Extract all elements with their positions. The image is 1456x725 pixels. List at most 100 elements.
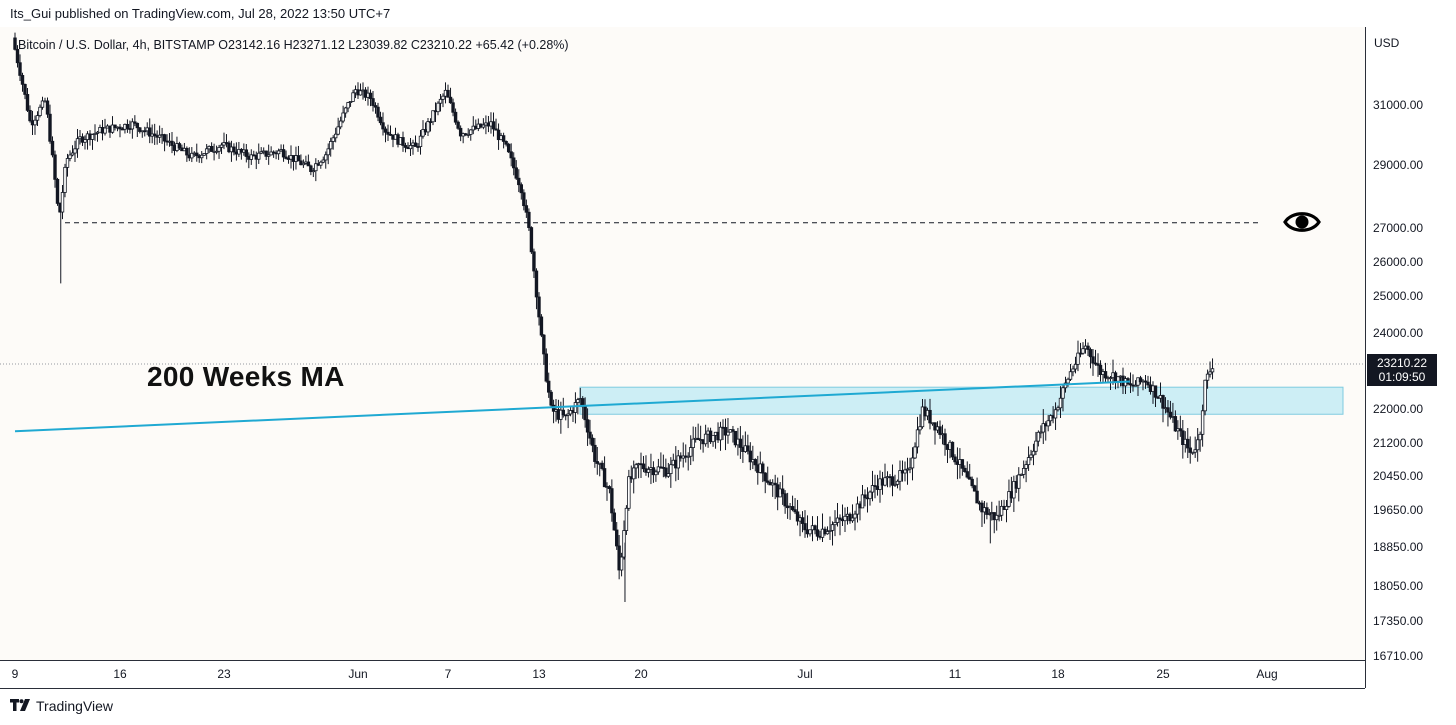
candle <box>458 125 463 142</box>
candle <box>1081 342 1085 355</box>
candle <box>595 447 599 475</box>
candle <box>1019 473 1023 476</box>
candle <box>529 226 534 254</box>
candle <box>75 128 80 158</box>
candle <box>244 144 249 163</box>
time-tick-label: Aug <box>1256 667 1278 681</box>
candle <box>70 145 75 157</box>
eye-icon[interactable] <box>1283 208 1321 241</box>
candle <box>426 117 430 136</box>
candle <box>53 150 57 188</box>
candle <box>873 474 877 499</box>
candle <box>501 132 506 149</box>
time-tick-label: Jun <box>348 667 368 681</box>
candle <box>413 135 418 147</box>
chart-area[interactable] <box>0 27 1365 661</box>
price-tick-label: 21200.00 <box>1373 436 1424 450</box>
candle <box>63 163 67 198</box>
candle <box>35 111 40 126</box>
candle <box>865 487 870 513</box>
price-tick-label: 17350.00 <box>1373 614 1424 628</box>
candle <box>519 182 524 200</box>
candle <box>60 184 65 220</box>
candle <box>185 146 189 162</box>
candle <box>162 133 167 152</box>
candle <box>15 45 20 68</box>
candle <box>376 102 380 122</box>
time-tick-label: Jul <box>797 667 813 681</box>
candle <box>624 505 629 535</box>
candle <box>669 457 673 488</box>
candle <box>588 419 592 445</box>
time-tick-label: 25 <box>1156 667 1170 681</box>
candle <box>408 138 413 156</box>
candle <box>446 84 450 98</box>
price-tick-label: 19650.00 <box>1373 503 1424 517</box>
candle <box>28 105 32 123</box>
candle <box>358 83 363 96</box>
candle <box>264 150 268 161</box>
candle <box>972 484 977 492</box>
candle <box>1068 364 1073 382</box>
candle <box>607 485 612 494</box>
candle <box>933 422 937 445</box>
candle <box>537 292 541 326</box>
candle <box>953 454 957 465</box>
candle <box>110 116 115 134</box>
candle <box>514 160 518 180</box>
candle <box>1168 400 1173 420</box>
candle <box>748 442 753 471</box>
candle <box>793 498 797 515</box>
candle <box>903 461 907 482</box>
candle <box>157 125 162 143</box>
candle <box>815 516 820 541</box>
time-axis[interactable] <box>0 660 1365 689</box>
candle <box>416 143 420 152</box>
candle <box>676 449 680 480</box>
price-tick-label: 20450.00 <box>1373 469 1424 483</box>
candle <box>1039 425 1043 439</box>
candle <box>133 115 137 127</box>
candle <box>853 510 857 531</box>
candle <box>960 459 965 476</box>
candle <box>504 140 508 147</box>
candle <box>870 470 875 502</box>
candle <box>641 455 646 473</box>
candle <box>33 115 37 135</box>
candle <box>522 189 526 211</box>
candle <box>338 116 343 130</box>
candle <box>928 398 932 430</box>
candle <box>997 500 1001 522</box>
candle <box>1103 362 1108 383</box>
time-tick-label: 20 <box>634 667 648 681</box>
candle <box>1208 361 1212 378</box>
candle <box>125 119 130 133</box>
time-tick-label: 11 <box>948 667 962 681</box>
candle <box>269 146 273 156</box>
symbol-info: Bitcoin / U.S. Dollar, 4h, BITSTAMP O231… <box>18 38 569 52</box>
candle <box>766 466 770 485</box>
candle <box>143 126 147 137</box>
candle <box>45 97 50 118</box>
candle <box>113 124 117 131</box>
candle <box>202 153 206 156</box>
current-price: 23210.22 <box>1376 356 1428 370</box>
candle <box>1088 347 1093 369</box>
candle <box>1071 365 1075 377</box>
candle <box>453 108 458 125</box>
candle <box>329 137 333 157</box>
candle <box>1036 430 1041 447</box>
axis-divider <box>0 688 1365 689</box>
candle <box>593 438 597 468</box>
candle <box>336 117 340 136</box>
candle <box>341 105 345 124</box>
candle <box>1203 379 1207 416</box>
candle <box>284 150 288 160</box>
candle <box>378 111 383 126</box>
candle <box>843 507 847 533</box>
candle <box>421 120 425 139</box>
candle <box>1138 375 1143 385</box>
candle <box>299 154 303 166</box>
candle <box>763 472 767 494</box>
candle <box>1076 340 1080 372</box>
